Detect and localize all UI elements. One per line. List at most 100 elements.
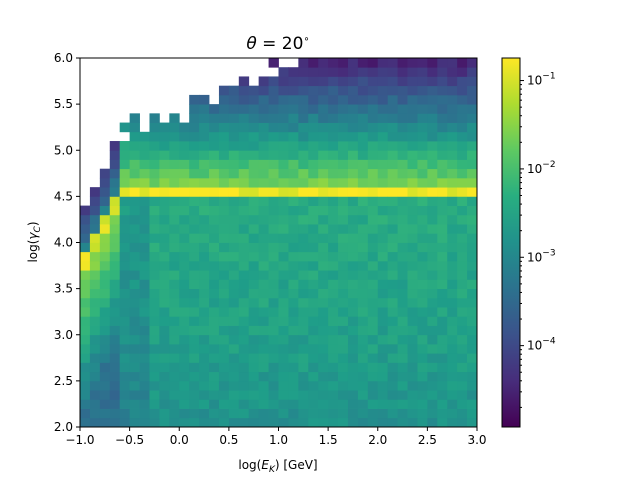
heatmap-cell	[149, 288, 160, 299]
heatmap-cell	[139, 408, 150, 419]
heatmap-cell	[179, 334, 190, 345]
heatmap-cell	[228, 104, 240, 114]
heatmap-cell	[347, 316, 359, 326]
heatmap-cell	[159, 251, 170, 262]
heatmap-cell	[258, 131, 269, 142]
y-tick-label: 2.5	[54, 374, 73, 388]
heatmap-cell	[328, 205, 339, 216]
y-axis: 2.02.53.03.54.04.55.05.56.0	[54, 51, 80, 434]
heatmap-cell	[318, 150, 329, 160]
heatmap-cell	[89, 371, 101, 382]
heatmap-cell	[89, 408, 101, 419]
heatmap-cell	[278, 150, 289, 160]
heatmap-cell	[218, 113, 230, 123]
heatmap-cell	[357, 270, 369, 280]
heatmap-cell	[80, 399, 91, 409]
heatmap-cell	[268, 325, 279, 336]
heatmap-cell	[248, 417, 260, 428]
heatmap-cell	[248, 113, 260, 123]
heatmap-cell	[209, 205, 220, 216]
heatmap-cell	[447, 288, 458, 299]
heatmap-cell	[338, 343, 349, 354]
heatmap-cell	[209, 343, 220, 354]
heatmap-cell	[258, 390, 269, 400]
heatmap-cell	[139, 205, 150, 216]
x-tick-label: −1.0	[65, 433, 94, 447]
heatmap-cell	[377, 334, 389, 345]
heatmap-cell	[437, 159, 448, 170]
heatmap-cell	[318, 288, 329, 299]
heatmap-cell	[467, 297, 478, 308]
heatmap-cell	[258, 297, 269, 308]
heatmap-cell	[427, 316, 438, 326]
heatmap-cell	[377, 307, 389, 317]
heatmap-cell	[278, 371, 289, 382]
heatmap-cell	[387, 196, 399, 206]
heatmap-cell	[278, 131, 289, 142]
heatmap-cell	[288, 408, 299, 419]
heatmap-cell	[228, 122, 240, 133]
heatmap-cell	[387, 343, 399, 354]
heatmap-cell	[347, 288, 359, 299]
heatmap-cell	[467, 307, 478, 317]
y-tick-label: 3.5	[54, 282, 73, 296]
heatmap-cell	[298, 141, 309, 151]
heatmap-cell	[149, 325, 160, 336]
heatmap-cell	[218, 251, 230, 262]
heatmap-cell	[109, 159, 121, 170]
heatmap-cell	[318, 260, 329, 271]
heatmap-cell	[467, 233, 478, 243]
heatmap-cell	[228, 177, 240, 188]
heatmap-cell	[119, 325, 131, 336]
heatmap-cell	[258, 334, 269, 345]
heatmap-cell	[377, 325, 389, 336]
heatmap-cell	[387, 251, 399, 262]
heatmap-cell	[308, 353, 319, 363]
heatmap-cell	[397, 76, 408, 87]
heatmap-cell	[179, 150, 190, 160]
heatmap-cell	[308, 399, 319, 409]
heatmap-cell	[199, 187, 210, 197]
heatmap-cell	[99, 177, 111, 188]
heatmap-cell	[209, 168, 220, 179]
heatmap-cell	[447, 214, 458, 225]
heatmap-cell	[308, 288, 319, 299]
heatmap-cell	[447, 85, 458, 96]
heatmap-cell	[109, 150, 121, 160]
heatmap-cell	[129, 233, 140, 243]
heatmap-cell	[159, 131, 170, 142]
heatmap-cell	[199, 224, 210, 234]
heatmap-cell	[367, 58, 379, 68]
heatmap-cell	[288, 307, 299, 317]
heatmap-cell	[248, 371, 260, 382]
heatmap-cell	[109, 297, 121, 308]
heatmap-cell	[437, 316, 448, 326]
heatmap-cell	[457, 58, 468, 68]
heatmap-cell	[248, 353, 260, 363]
heatmap-cell	[278, 297, 289, 308]
heatmap-cell	[437, 168, 448, 179]
heatmap-cell	[417, 297, 428, 308]
heatmap-cell	[397, 104, 408, 114]
heatmap-cell	[238, 343, 250, 354]
heatmap-cell	[328, 196, 339, 206]
heatmap-cell	[80, 270, 91, 280]
heatmap-cell	[129, 168, 140, 179]
heatmap-cell	[328, 177, 339, 188]
heatmap-cell	[407, 297, 418, 308]
x-tick-label: 0.5	[219, 433, 238, 447]
heatmap-cell	[80, 316, 91, 326]
heatmap-cell	[288, 187, 299, 197]
heatmap-cell	[228, 224, 240, 234]
heatmap-cell	[119, 196, 131, 206]
heatmap-cell	[338, 417, 349, 428]
heatmap-cell	[338, 187, 349, 197]
heatmap-cell	[80, 297, 91, 308]
heatmap-cell	[367, 270, 379, 280]
heatmap-cell	[268, 297, 279, 308]
heatmap-cell	[308, 159, 319, 170]
heatmap-cell	[159, 196, 170, 206]
heatmap-cell	[347, 104, 359, 114]
heatmap-cell	[109, 288, 121, 299]
heatmap-cell	[447, 279, 458, 290]
